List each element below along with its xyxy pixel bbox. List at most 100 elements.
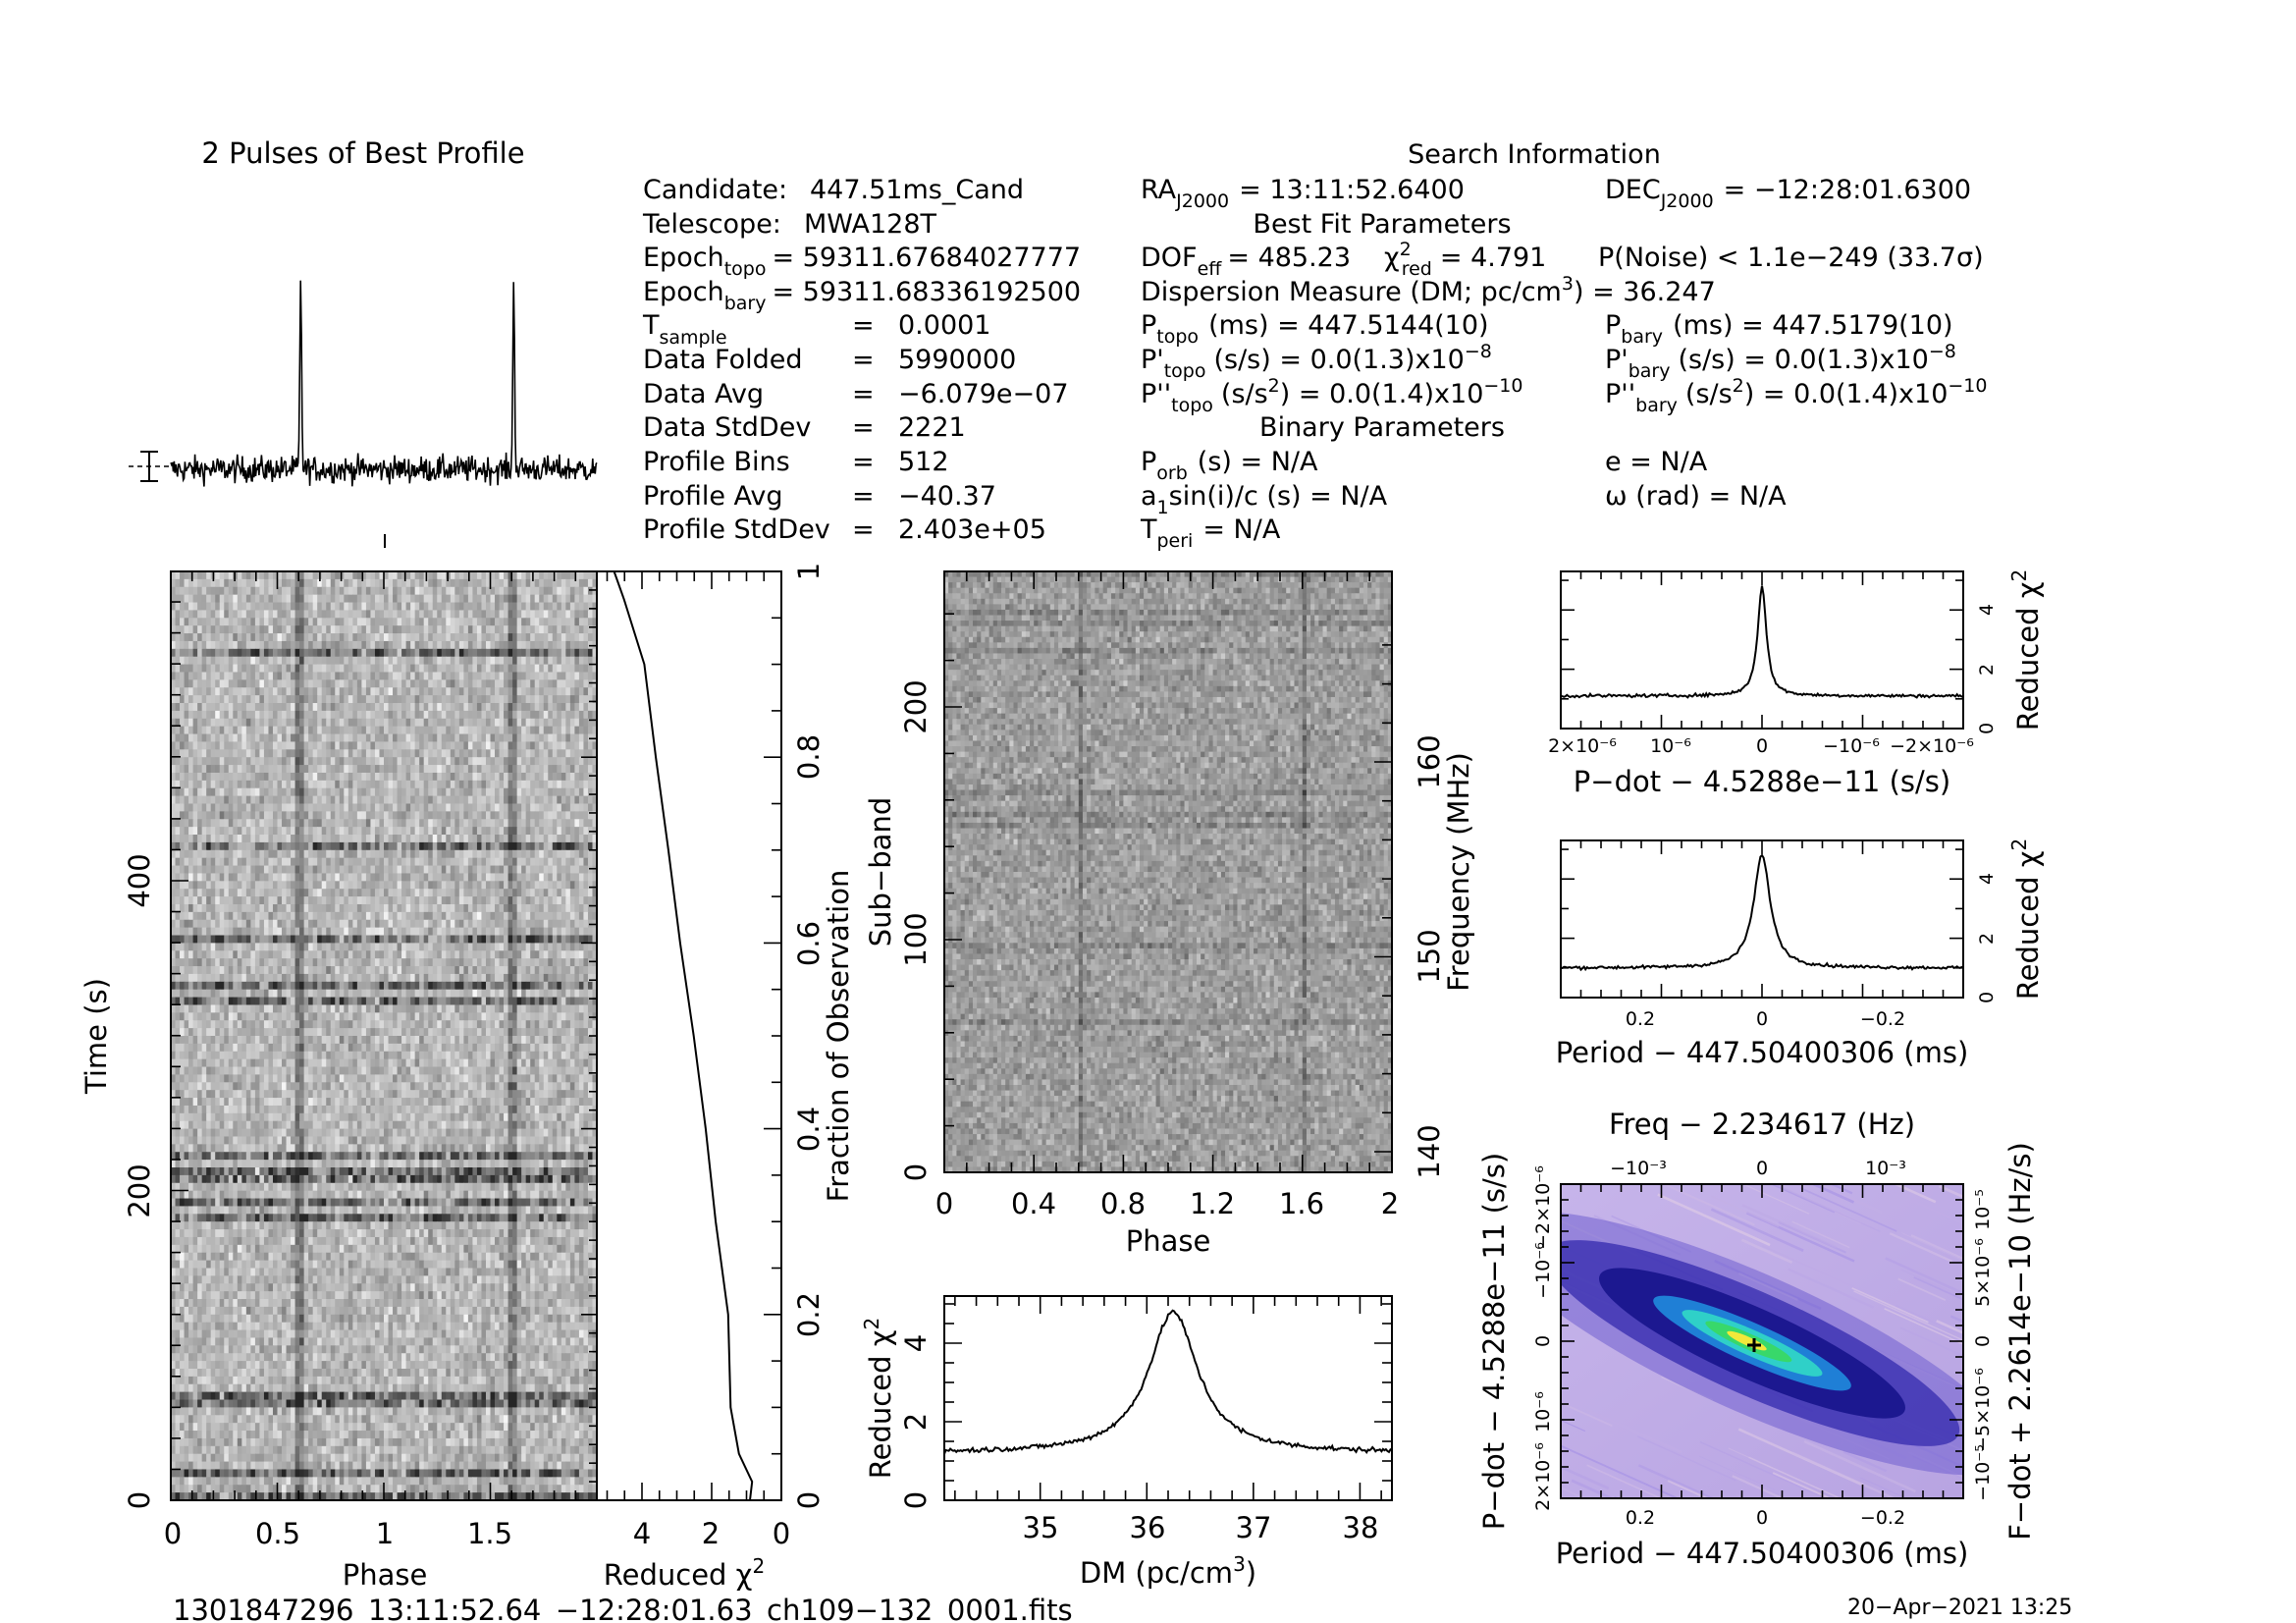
ra-j2000: RAJ2000 = 13:11:52.6400 (1141, 175, 1465, 212)
sb-ylabel: Sub−band (864, 797, 897, 947)
pp-toptick-b: 0 (1756, 1158, 1768, 1179)
pd-xtick-c: 0 (1756, 735, 1768, 757)
period-frame (1560, 839, 1964, 999)
pr-xtick-02: 0.2 (1626, 1008, 1655, 1030)
pp-xtick-m02: −0.2 (1860, 1507, 1905, 1529)
profile-bins-eq: = (852, 447, 875, 477)
profile-stddev-value: 2.403e+05 (898, 514, 1046, 545)
pr-ylabel: Reduced χ2 (2007, 839, 2045, 1000)
data-folded-value: 5990000 (898, 345, 1016, 375)
pd-xtick-b: 10⁻⁶ (1650, 735, 1691, 757)
time-phase-panel: 0 0.5 1 1.5 Phase 0 200 400 Time (s) (80, 534, 598, 1592)
pdot-topo: P'topo (s/s) = 0.0(1.3)x10−8 (1141, 341, 1492, 382)
ppdot-contour-6 (1705, 1321, 1792, 1363)
dm-xtick-36: 36 (1130, 1511, 1166, 1544)
dof-eff: DOFeff = 485.23 (1141, 243, 1351, 280)
pp-ltick-d: −10⁻⁶ (1532, 1242, 1554, 1299)
pd-xlabel: P−dot − 4.5288e−11 (s/s) (1574, 765, 1950, 798)
ct-ytick-04: 0.4 (792, 1107, 826, 1152)
profile-avg-value: −40.37 (898, 481, 996, 512)
ct-ytick-1: 1 (792, 563, 826, 580)
profile-errorbar (140, 451, 158, 482)
sb-rtick-160: 160 (1413, 734, 1446, 788)
profile-panel (129, 280, 598, 487)
t-sample-label: Tsample (642, 310, 727, 349)
pr-xtick-0: 0 (1756, 1008, 1768, 1030)
ct-xtick-2: 2 (702, 1517, 720, 1550)
profile-title: 2 Pulses of Best Profile (201, 136, 524, 170)
ct-ylabel: Fraction of Observation (822, 870, 855, 1203)
subband-panel: 0 0.4 0.8 1.2 1.6 2 Phase 0 100 200 Sub−… (864, 570, 1475, 1258)
sb-ytick-0: 0 (899, 1163, 933, 1181)
subband-ticks (943, 571, 1393, 1173)
dm-ytick-0: 0 (899, 1491, 933, 1509)
ppdot-image (1561, 1184, 1963, 1498)
best-fit-header: Best Fit Parameters (1253, 209, 1511, 240)
best-fit-cross (1747, 1338, 1761, 1352)
pp-rtick-b: −5×10⁻⁶ (1972, 1368, 1994, 1452)
ct-ytick-02: 0.2 (792, 1292, 826, 1337)
pp-toptick-c: 10⁻³ (1865, 1158, 1906, 1179)
ct-xtick-4: 4 (633, 1517, 651, 1550)
tp-ylabel: Time (s) (80, 978, 113, 1095)
pdot-ticks (1560, 571, 1964, 730)
a1sini: a1sin(i)/c (s) = N/A (1141, 481, 1388, 518)
tp-xlabel: Phase (343, 1558, 428, 1592)
binary-header: Binary Parameters (1259, 412, 1505, 443)
pr-ytick-2: 2 (1976, 933, 1998, 945)
sb-xtick-16: 1.6 (1279, 1187, 1324, 1220)
fits-filename: 1301847296_13:11:52.64_−12:28:01.63_ch10… (173, 1594, 1073, 1623)
data-stddev-value: 2221 (898, 412, 966, 443)
pddot-bary: P''bary (s/s2) = 0.0(1.4)x10−10 (1605, 375, 1987, 416)
dm-ticks (944, 1296, 1392, 1501)
p-noise: P(Noise) < 1.1e−249 (33.7σ) (1598, 243, 1984, 273)
chi2-time-panel: 4 2 0 Reduced χ2 0 0.2 0.4 0.6 0.8 1 Fra… (596, 563, 855, 1592)
pp-ltick-a: 2×10⁻⁶ (1532, 1442, 1554, 1511)
tp-ytick-200: 200 (123, 1163, 156, 1217)
pd-xtick-d: −10⁻⁶ (1823, 735, 1880, 757)
dm-ytick-2: 2 (899, 1413, 933, 1431)
dm-line: Dispersion Measure (DM; pc/cm3) = 36.247 (1141, 273, 1716, 307)
tp-xtick-1: 1 (376, 1517, 394, 1550)
ppdot-ticks (1560, 1183, 1964, 1499)
pr-xtick-m02: −0.2 (1860, 1008, 1905, 1030)
pr-ytick-4: 4 (1976, 873, 1998, 885)
time-phase-image (171, 571, 597, 1500)
data-stddev-eq: = (852, 412, 875, 443)
data-avg-value: −6.079e−07 (898, 379, 1069, 409)
profile-bins-value: 512 (898, 447, 949, 477)
pr-xlabel: Period − 447.50400306 (ms) (1556, 1036, 1969, 1069)
dm-ylabel: Reduced χ2 (860, 1318, 897, 1479)
sb-ylabel-right: Frequency (MHz) (1442, 752, 1475, 992)
pd-ylabel: Reduced χ2 (2007, 569, 2045, 730)
period-ticks (1560, 840, 1964, 999)
profile-stddev-label: Profile StdDev (643, 514, 830, 545)
pd-ytick-2: 2 (1976, 664, 1998, 676)
pp-ltick-e: −2×10⁻⁶ (1532, 1165, 1554, 1250)
pp-xlabel: Period − 447.50400306 (ms) (1556, 1537, 1969, 1570)
info-title: Search Information (1408, 139, 1661, 170)
pp-ylabel: P−dot − 4.5288e−11 (s/s) (1477, 1153, 1511, 1530)
tp-ytick-400: 400 (123, 853, 156, 907)
profile-line (170, 280, 598, 487)
sb-rtick-140: 140 (1413, 1124, 1446, 1178)
data-folded-label: Data Folded (643, 345, 803, 375)
sb-xtick-08: 0.8 (1100, 1187, 1146, 1220)
tp-xtick-15: 1.5 (467, 1517, 512, 1550)
t-sample-eq: = (852, 310, 875, 341)
pdot-frame (1560, 570, 1964, 730)
profile-avg-label: Profile Avg (643, 481, 783, 512)
candidate-label: Candidate: (643, 175, 787, 205)
ct-xlabel: Reduced χ2 (604, 1554, 765, 1592)
chi2-time-ticks (606, 570, 782, 1501)
pdot-panel: 2×10⁻⁶ 10⁻⁶ 0 −10⁻⁶ −2×10⁻⁶ P−dot − 4.52… (1548, 569, 2045, 798)
data-stddev-label: Data StdDev (643, 412, 811, 443)
sb-xtick-04: 0.4 (1011, 1187, 1056, 1220)
epoch-bary: Epochbary = 59311.68336192500 (643, 277, 1081, 314)
pddot-topo: P''topo (s/s2) = 0.0(1.4)x10−10 (1141, 375, 1522, 416)
tp-xtick-05: 0.5 (255, 1517, 300, 1550)
pp-toptick-a: −10⁻³ (1610, 1158, 1667, 1179)
p-orb: Porb (s) = N/A (1141, 447, 1318, 484)
data-avg-eq: = (852, 379, 875, 409)
